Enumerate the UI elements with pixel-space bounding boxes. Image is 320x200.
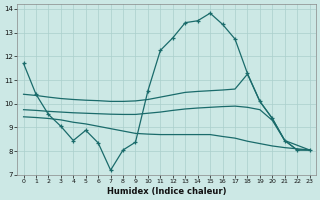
X-axis label: Humidex (Indice chaleur): Humidex (Indice chaleur)	[107, 187, 226, 196]
